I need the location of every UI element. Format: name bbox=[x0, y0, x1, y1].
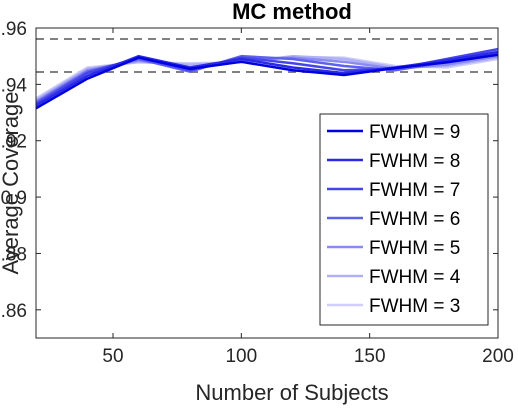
series-line-2 bbox=[35, 50, 499, 107]
x-axis-label: Number of Subjects bbox=[195, 380, 388, 405]
chart-title: MC method bbox=[232, 0, 352, 24]
series-line-1 bbox=[35, 53, 499, 110]
x-tick-label-50: 50 bbox=[102, 346, 123, 367]
legend-label-4: FWHM = 6 bbox=[369, 209, 460, 230]
legend: FWHM = 9 FWHM = 8 FWHM = 7 FWHM = 6 FWHM = 5… bbox=[319, 113, 489, 326]
x-tick-label-150: 150 bbox=[354, 346, 386, 367]
y-axis-label: Average Coverage bbox=[0, 91, 23, 274]
y-tick-label-5: 0.96 bbox=[0, 19, 27, 40]
x-tick-label-200: 200 bbox=[482, 346, 514, 367]
y-tick-label-1: 0.88 bbox=[0, 244, 27, 265]
legend-label-6: FWHM = 4 bbox=[369, 267, 461, 288]
plot-area: 50 100 150 200 0.86 0.88 0.9 0.92 0.94 0.96 bbox=[0, 19, 514, 367]
axes-box bbox=[35, 27, 499, 339]
legend-label-3: FWHM = 7 bbox=[369, 180, 460, 201]
y-tick-label-3: 0.92 bbox=[0, 132, 27, 153]
legend-label-1: FWHM = 9 bbox=[369, 122, 460, 143]
legend-box bbox=[319, 113, 489, 326]
y-tick-label-0: 0.86 bbox=[0, 301, 27, 322]
x-tick-label-100: 100 bbox=[225, 346, 257, 367]
legend-label-2: FWHM = 8 bbox=[369, 151, 460, 172]
y-tick-label-4: 0.94 bbox=[0, 75, 27, 96]
y-tick-label-2: 0.9 bbox=[1, 188, 27, 209]
legend-label-5: FWHM = 5 bbox=[369, 238, 460, 259]
legend-label-7: FWHM = 3 bbox=[369, 296, 460, 317]
